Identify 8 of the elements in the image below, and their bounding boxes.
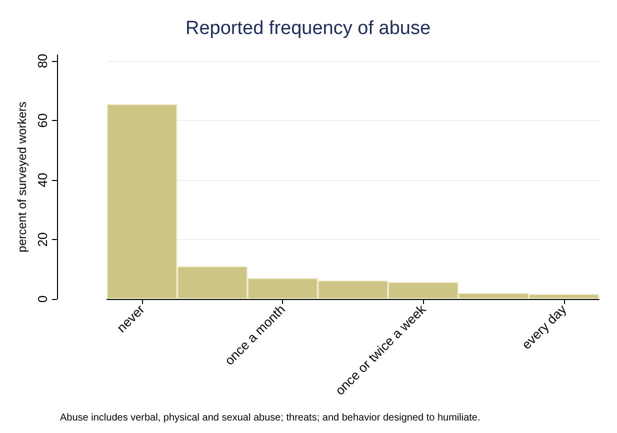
- chart-title: Reported frequency of abuse: [185, 18, 431, 39]
- y-tick-label: 0: [34, 295, 50, 303]
- y-tick-label: 20: [34, 232, 50, 247]
- y-axis-title: percent of surveyed workers: [15, 102, 29, 252]
- text: Abuse includes verbal, physical and sexual abuse; threats; and behavior designed to humiliate.: [60, 412, 480, 424]
- y-tick-label: 80: [34, 54, 50, 68]
- y-tick-label: 40: [34, 172, 50, 188]
- y-tick-label: 60: [34, 113, 50, 128]
